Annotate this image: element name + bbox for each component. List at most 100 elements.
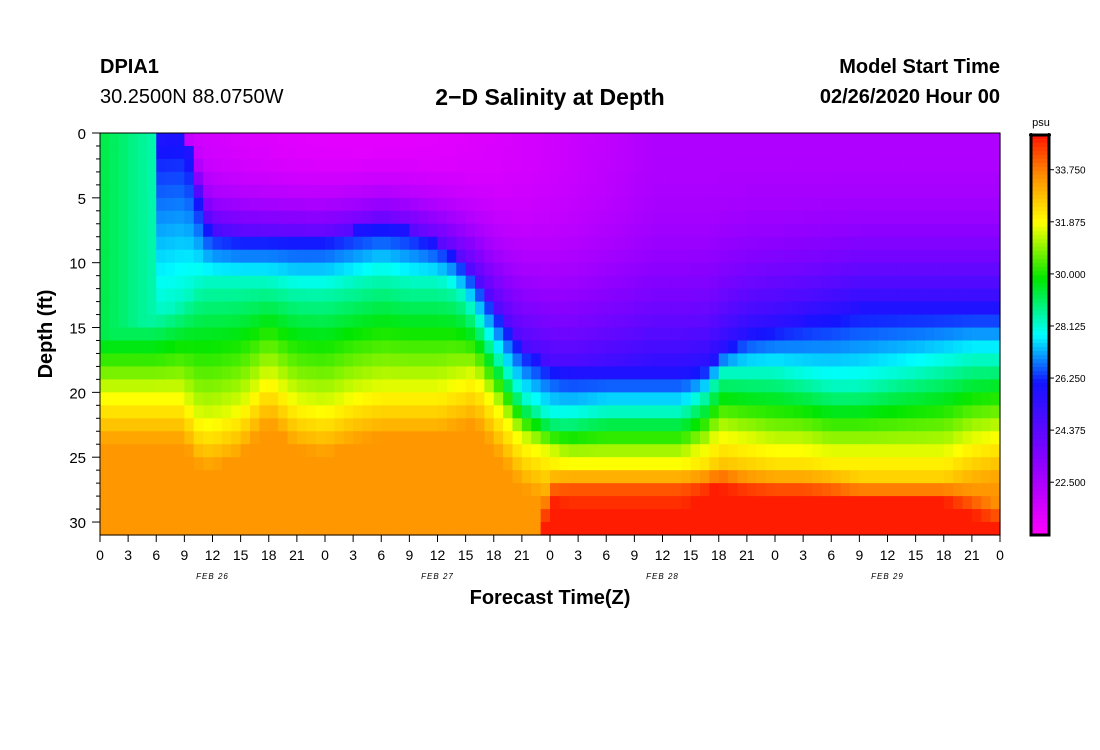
heatmap-cell (868, 171, 879, 186)
heatmap-cell (859, 431, 870, 445)
heatmap-cell (896, 133, 907, 147)
heatmap-cell (156, 522, 167, 536)
heatmap-cell (718, 340, 729, 355)
heatmap-cell (475, 314, 485, 329)
heatmap-cell (868, 301, 879, 316)
heatmap-cell (643, 288, 654, 303)
heatmap-cell (943, 431, 954, 445)
heatmap-cell (906, 249, 917, 264)
heatmap-cell (371, 470, 382, 484)
heatmap-cell (221, 483, 232, 497)
heatmap-cell (362, 249, 373, 264)
heatmap-cell (512, 405, 523, 419)
heatmap-cell (465, 288, 476, 303)
heatmap-cell (962, 184, 973, 199)
heatmap-cell (475, 353, 485, 368)
heatmap-cell (971, 236, 982, 251)
heatmap-cell (465, 496, 476, 510)
heatmap-cell (934, 340, 945, 355)
heatmap-cell (915, 327, 926, 342)
heatmap-cell (915, 171, 926, 186)
heatmap-cell (390, 379, 401, 393)
heatmap-cell (681, 327, 692, 342)
heatmap-cell (409, 236, 420, 251)
heatmap-cell (559, 171, 570, 186)
heatmap-cell (700, 483, 710, 497)
heatmap-cell (925, 249, 935, 264)
heatmap-cell (240, 145, 251, 160)
heatmap-cell (418, 158, 429, 173)
heatmap-cell (971, 483, 982, 497)
heatmap-cell (971, 249, 982, 264)
heatmap-cell (128, 431, 139, 445)
heatmap-cell (953, 210, 964, 225)
heatmap-cell (240, 249, 251, 264)
heatmap-cell (728, 366, 739, 380)
heatmap-cell (775, 145, 785, 160)
heatmap-cell (559, 301, 570, 316)
heatmap-cell (906, 197, 917, 212)
heatmap-cell (540, 210, 551, 225)
heatmap-cell (109, 483, 120, 497)
heatmap-cell (175, 340, 185, 355)
heatmap-cell (896, 314, 907, 329)
heatmap-cell (521, 275, 532, 290)
heatmap-cell (362, 236, 373, 251)
heatmap-cell (390, 431, 401, 445)
heatmap-cell (625, 223, 635, 238)
heatmap-cell (325, 392, 335, 406)
heatmap-cell (850, 405, 860, 419)
heatmap-cell (296, 223, 307, 238)
heatmap-cell (531, 171, 542, 186)
heatmap-cell (859, 197, 870, 212)
heatmap-cell (896, 171, 907, 186)
heatmap-cell (437, 405, 448, 419)
heatmap-cell (746, 418, 757, 432)
heatmap-cell (343, 483, 354, 497)
heatmap-cell (137, 223, 148, 238)
heatmap-cell (859, 249, 870, 264)
heatmap-cell (700, 509, 710, 523)
heatmap-cell (550, 340, 560, 355)
heatmap-cell (465, 392, 476, 406)
heatmap-cell (100, 145, 110, 160)
heatmap-cell (493, 470, 504, 484)
heatmap-cell (990, 327, 1001, 342)
heatmap-cell (381, 405, 392, 419)
heatmap-cell (137, 288, 148, 303)
heatmap-cell (765, 509, 776, 523)
heatmap-cell (475, 340, 485, 355)
heatmap-cell (709, 158, 720, 173)
heatmap-cell (334, 210, 345, 225)
heatmap-cell (971, 522, 982, 536)
heatmap-cell (746, 470, 757, 484)
heatmap-cell (325, 133, 335, 147)
heatmap-cell (362, 262, 373, 277)
heatmap-cell (662, 262, 673, 277)
heatmap-cell (128, 522, 139, 536)
heatmap-cell (793, 340, 804, 355)
heatmap-cell (184, 509, 195, 523)
heatmap-cell (953, 223, 964, 238)
heatmap-cell (540, 522, 551, 536)
heatmap-cell (109, 171, 120, 186)
heatmap-cell (653, 405, 664, 419)
heatmap-cell (578, 223, 589, 238)
heatmap-cell (128, 496, 139, 510)
heatmap-cell (821, 314, 832, 329)
heatmap-cell (746, 133, 757, 147)
heatmap-cell (915, 366, 926, 380)
heatmap-cell (831, 366, 842, 380)
heatmap-cell (643, 431, 654, 445)
heatmap-cell (793, 457, 804, 471)
heatmap-cell (250, 210, 260, 225)
heatmap-cell (934, 470, 945, 484)
heatmap-cell (381, 210, 392, 225)
heatmap-cell (690, 145, 701, 160)
heatmap-cell (278, 509, 289, 523)
heatmap-cell (231, 223, 242, 238)
heatmap-cell (943, 457, 954, 471)
heatmap-cell (971, 171, 982, 186)
heatmap-cell (371, 197, 382, 212)
heatmap-cell (240, 133, 251, 147)
